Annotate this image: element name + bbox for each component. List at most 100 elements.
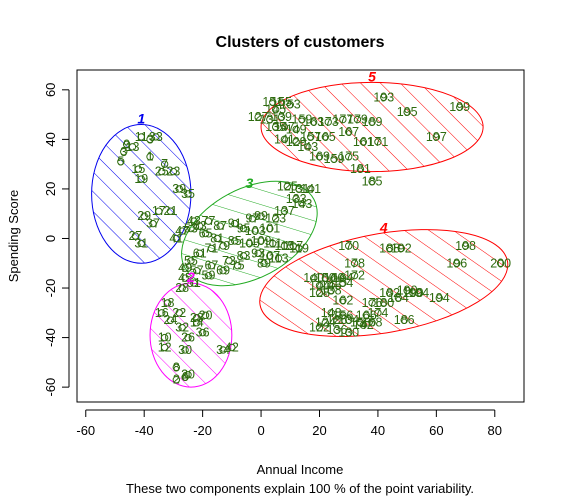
data-point-marker bbox=[163, 299, 172, 307]
data-point-label: 135 bbox=[265, 120, 286, 134]
data-point-label: 51 bbox=[187, 276, 201, 290]
data-point-label: 21 bbox=[164, 204, 178, 218]
data-point-marker bbox=[190, 217, 198, 225]
data-point-label: 65 bbox=[199, 227, 213, 241]
data-point-marker bbox=[131, 232, 140, 240]
data-point-label: 13 bbox=[126, 140, 140, 154]
data-point-label: 139 bbox=[271, 110, 292, 124]
data-point-marker bbox=[181, 274, 189, 282]
data-point-label: 162 bbox=[332, 293, 353, 307]
data-point-label: 117 bbox=[283, 239, 303, 253]
data-point-marker bbox=[128, 143, 137, 151]
data-point-marker bbox=[219, 242, 227, 250]
data-point-label: 8 bbox=[173, 360, 180, 374]
data-point-label: 188 bbox=[379, 241, 400, 255]
data-point-marker bbox=[266, 224, 274, 233]
data-point-label: 30 bbox=[178, 343, 192, 357]
data-point-label: 200 bbox=[490, 256, 511, 270]
data-point-marker bbox=[298, 115, 306, 124]
data-point-marker bbox=[137, 239, 145, 248]
y-axis: -60 -40 -20 0 20 40 60 bbox=[43, 83, 70, 397]
cluster-4-ellipse bbox=[259, 229, 509, 338]
data-point-marker bbox=[339, 115, 347, 124]
data-point-label: 146 bbox=[321, 279, 342, 293]
data-point-marker bbox=[198, 328, 207, 337]
x-tick-label: -60 bbox=[76, 423, 95, 438]
data-point-label: 57 bbox=[190, 264, 204, 278]
data-point-marker bbox=[178, 227, 186, 235]
data-point-marker bbox=[298, 200, 306, 208]
data-point-label: 26 bbox=[181, 331, 195, 345]
data-point-label: 199 bbox=[449, 100, 470, 114]
data-point-marker bbox=[166, 316, 175, 324]
data-point-label: 122 bbox=[309, 321, 330, 335]
data-point-label: 53 bbox=[184, 222, 198, 236]
data-point-label: 163 bbox=[303, 115, 324, 129]
y-tick-label: 0 bbox=[43, 235, 58, 242]
x-axis-label: Annual Income bbox=[257, 462, 344, 477]
data-point-label: 83 bbox=[237, 249, 251, 263]
data-point-marker bbox=[140, 212, 148, 220]
data-point-marker bbox=[149, 219, 157, 228]
cluster-1-label: 1 bbox=[137, 111, 145, 127]
data-point-marker bbox=[368, 319, 376, 327]
data-point-marker bbox=[315, 281, 324, 290]
data-point-marker bbox=[350, 259, 359, 267]
data-point-marker bbox=[324, 118, 332, 126]
data-point-marker bbox=[271, 123, 280, 131]
data-point-marker bbox=[181, 346, 189, 354]
data-point-marker bbox=[269, 239, 277, 248]
data-point-label: 198 bbox=[455, 239, 476, 253]
chart-title: Clusters of customers bbox=[216, 34, 385, 51]
data-point-marker bbox=[204, 271, 213, 280]
data-point-marker bbox=[184, 190, 192, 198]
data-point-label: 175 bbox=[338, 150, 359, 164]
data-point-label: 75 bbox=[231, 259, 245, 273]
y-tick-label: -40 bbox=[43, 328, 58, 347]
data-point-marker bbox=[181, 264, 189, 272]
data-point-label: 142 bbox=[353, 318, 374, 332]
data-point-label: 181 bbox=[350, 162, 371, 176]
data-point-marker bbox=[330, 155, 338, 163]
data-point-marker bbox=[117, 157, 125, 166]
data-point-marker bbox=[228, 343, 236, 352]
data-point-label: 5 bbox=[117, 155, 124, 169]
data-point-marker bbox=[160, 333, 169, 342]
data-point-marker bbox=[251, 227, 259, 235]
data-point-marker bbox=[359, 321, 368, 329]
data-point-label: 77 bbox=[202, 214, 216, 228]
data-point-label: 178 bbox=[344, 256, 365, 270]
data-point-marker bbox=[219, 346, 227, 354]
data-point-marker bbox=[327, 286, 335, 295]
data-point-marker bbox=[307, 133, 315, 141]
data-point-label: 143 bbox=[292, 197, 313, 211]
data-point-label: 185 bbox=[362, 174, 383, 188]
data-point-marker bbox=[292, 138, 300, 146]
data-point-label: 89 bbox=[257, 256, 271, 270]
data-point-marker bbox=[409, 289, 417, 297]
data-point-label: 47 bbox=[175, 224, 189, 238]
data-point-label: 39 bbox=[172, 182, 186, 196]
data-point-label: 29 bbox=[137, 209, 151, 223]
data-point-marker bbox=[435, 294, 443, 302]
data-point-label: 138 bbox=[321, 284, 342, 298]
data-point-label: 23 bbox=[166, 165, 180, 179]
data-point-marker bbox=[134, 165, 143, 173]
data-point-label: 99 bbox=[254, 209, 268, 223]
data-point-label: 125 bbox=[277, 179, 298, 193]
data-point-label: 35 bbox=[181, 187, 195, 201]
data-point-label: 7 bbox=[161, 157, 168, 171]
data-point-label: 141 bbox=[300, 182, 321, 196]
data-point-label: 164 bbox=[332, 271, 353, 285]
data-point-marker bbox=[339, 274, 347, 282]
data-point-marker bbox=[219, 266, 227, 275]
data-point-marker bbox=[353, 115, 362, 124]
cluster-5-label: 5 bbox=[368, 68, 376, 84]
data-point-marker bbox=[274, 254, 283, 262]
data-point-marker bbox=[362, 311, 370, 319]
data-point-marker bbox=[292, 125, 300, 134]
data-point-label: 22 bbox=[172, 306, 186, 320]
data-point-marker bbox=[496, 259, 505, 267]
data-point-marker bbox=[339, 311, 347, 319]
